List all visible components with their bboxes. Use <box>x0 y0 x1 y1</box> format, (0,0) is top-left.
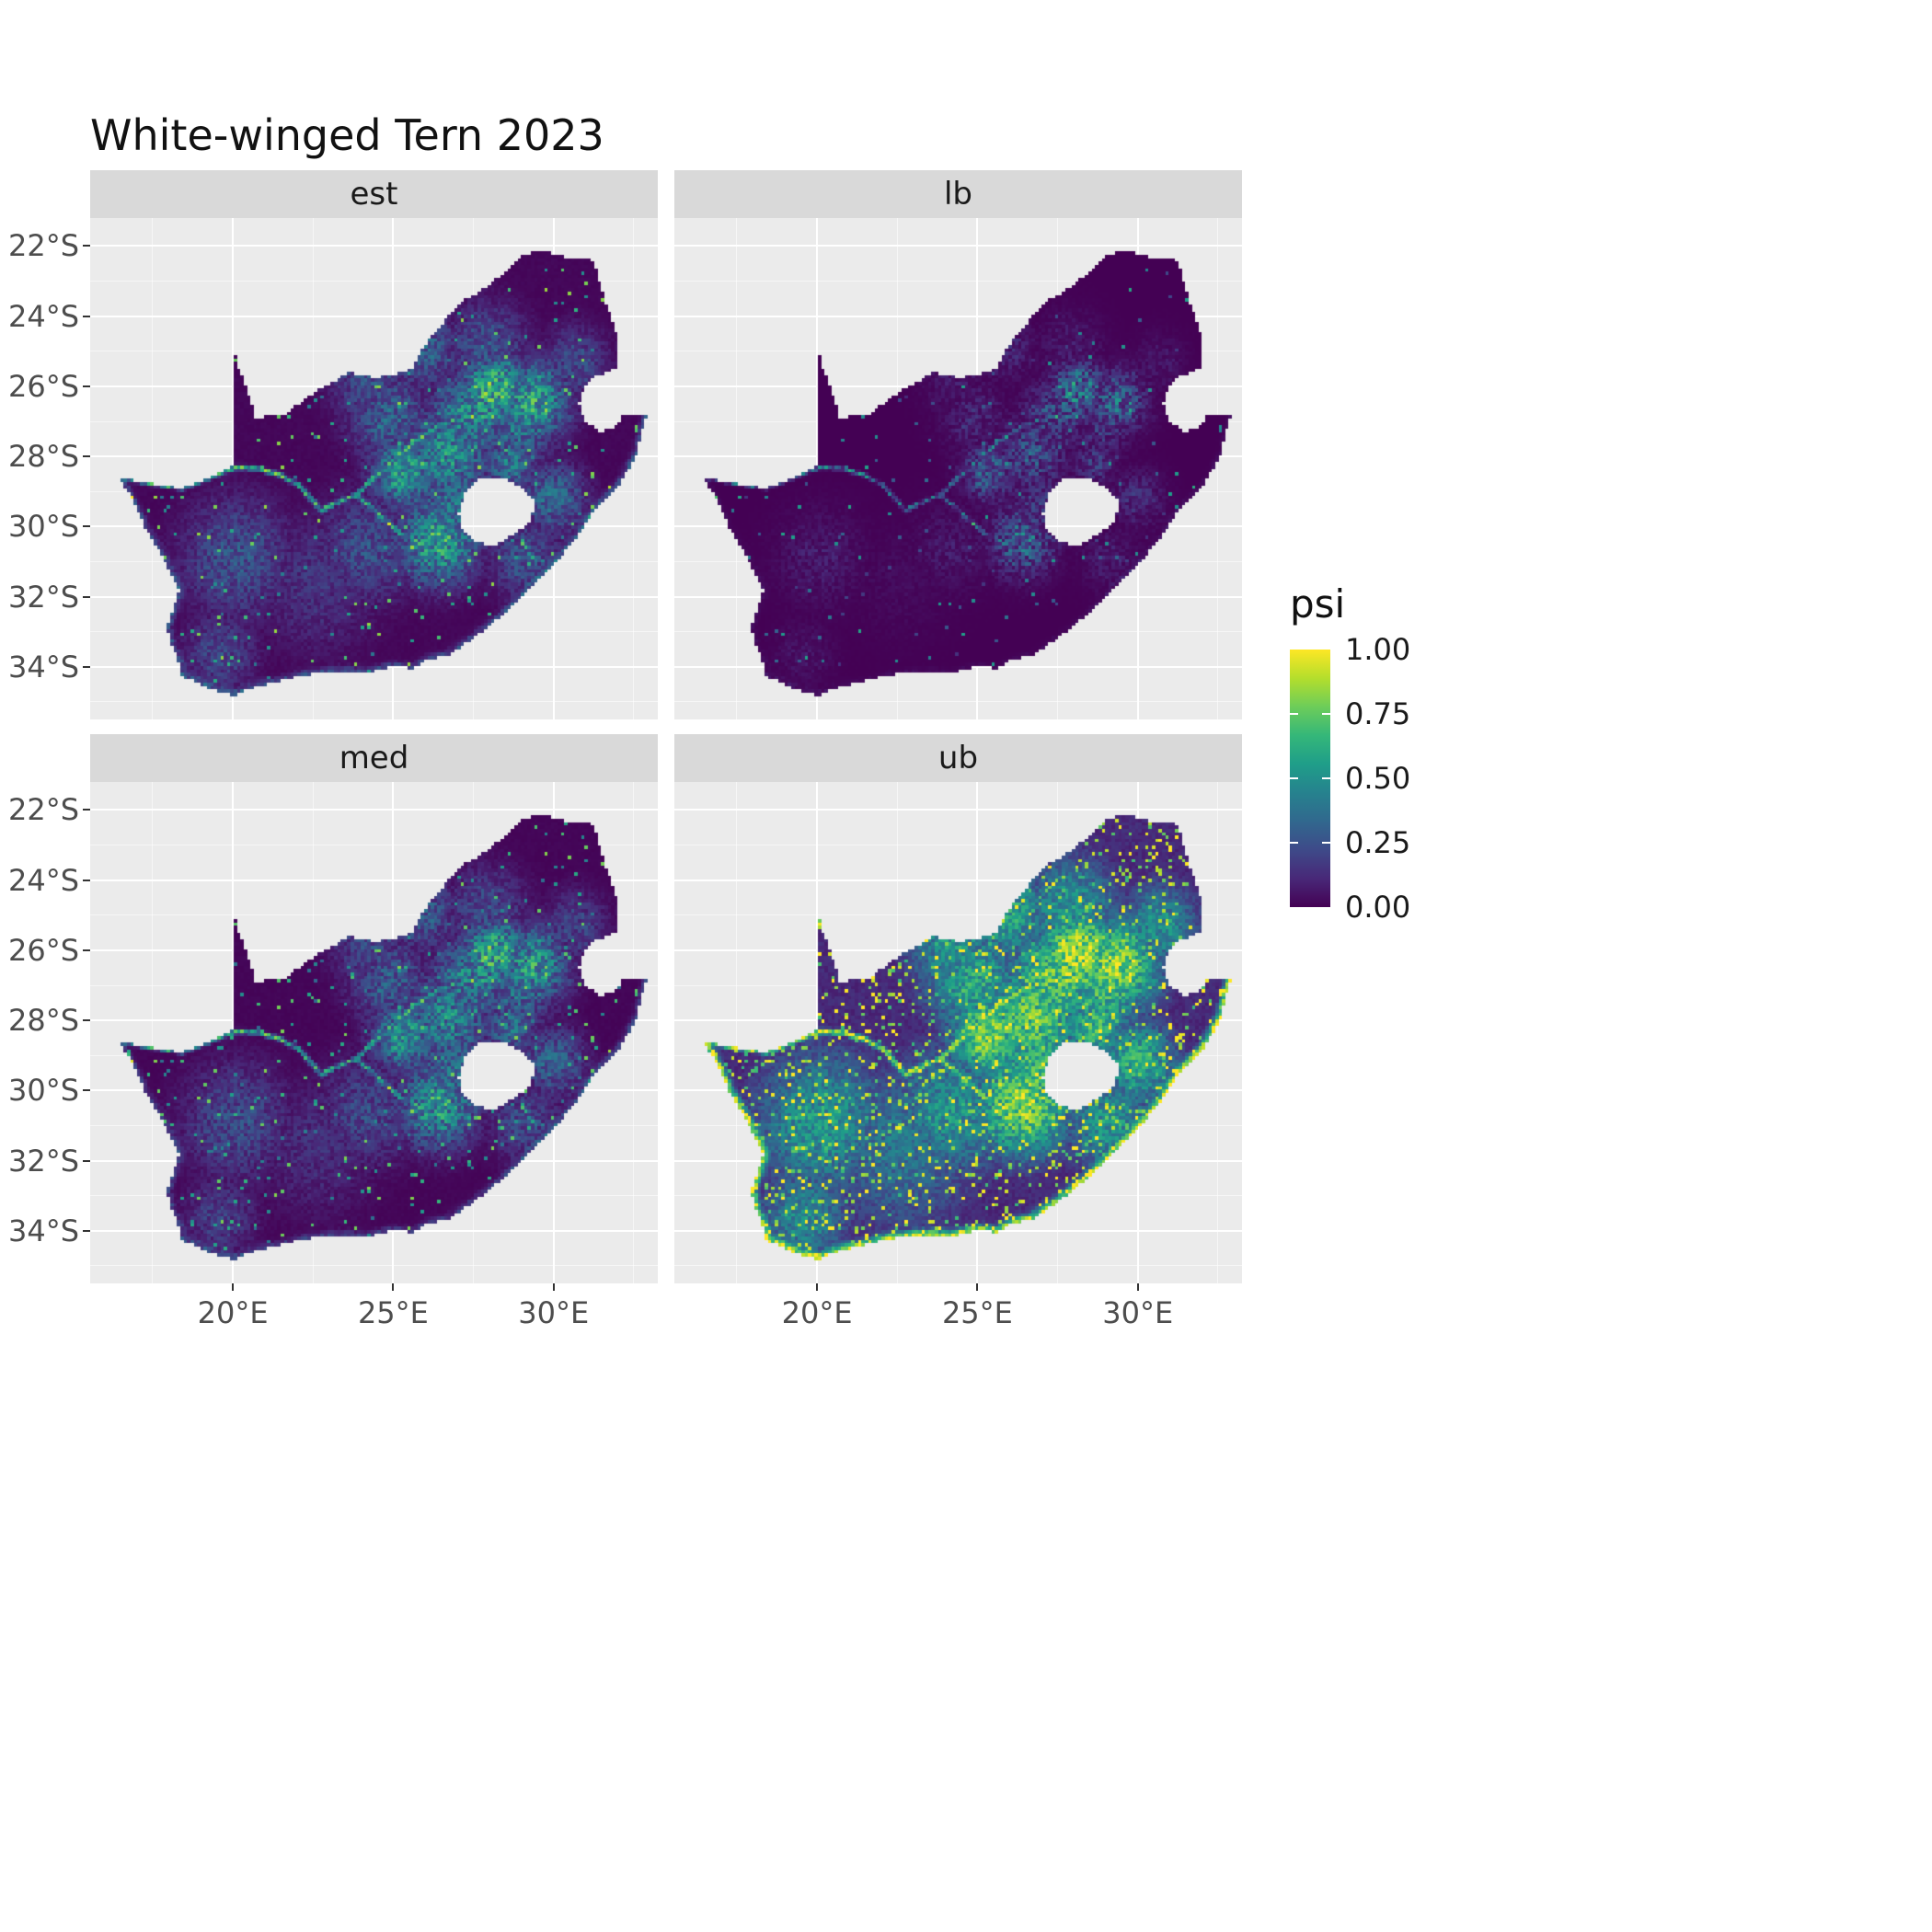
y-tick-mark <box>83 665 90 668</box>
y-tick-label: 26°S <box>7 368 79 404</box>
y-tick-mark <box>83 809 90 811</box>
facet-strip-label-ub: ub <box>937 740 979 776</box>
facet-strip-est: est <box>90 170 658 218</box>
y-tick-label: 30°S <box>7 509 79 545</box>
legend-label-1.00: 1.00 <box>1345 632 1411 667</box>
y-tick-label: 28°S <box>7 1003 79 1039</box>
map-canvas-med <box>90 782 658 1283</box>
y-tick-label: 30°S <box>7 1073 79 1109</box>
y-tick-mark <box>83 455 90 458</box>
legend-tick-mark <box>1322 713 1330 715</box>
y-tick-mark <box>83 1019 90 1022</box>
facet-panel-med <box>90 782 658 1283</box>
y-tick-mark <box>83 525 90 528</box>
legend-tick-mark <box>1290 842 1298 844</box>
y-tick-label: 28°S <box>7 439 79 475</box>
y-tick-mark <box>83 1089 90 1092</box>
legend-tick-mark <box>1290 713 1298 715</box>
y-tick-label: 24°S <box>7 298 79 334</box>
plot-title: White-winged Tern 2023 <box>90 110 604 160</box>
legend-label-0.25: 0.25 <box>1345 825 1411 860</box>
map-canvas-ub <box>674 782 1242 1283</box>
facet-strip-label-med: med <box>339 740 409 776</box>
x-tick-label: 20°E <box>197 1295 269 1330</box>
facet-panel-ub <box>674 782 1242 1283</box>
x-tick-label: 30°E <box>1102 1295 1174 1330</box>
y-tick-label: 34°S <box>7 1213 79 1248</box>
y-tick-mark <box>83 595 90 598</box>
facet-strip-label-est: est <box>350 176 398 213</box>
y-tick-label: 34°S <box>7 649 79 684</box>
y-tick-mark <box>83 245 90 247</box>
legend-label-0.50: 0.50 <box>1345 761 1411 796</box>
x-tick-label: 25°E <box>357 1295 429 1330</box>
x-tick-mark <box>816 1283 819 1291</box>
facet-strip-label-lb: lb <box>943 176 973 213</box>
y-tick-label: 24°S <box>7 862 79 898</box>
legend-label-0.75: 0.75 <box>1345 696 1411 731</box>
facet-panel-lb <box>674 218 1242 719</box>
y-tick-label: 22°S <box>7 792 79 828</box>
y-tick-mark <box>83 1229 90 1232</box>
map-canvas-lb <box>674 218 1242 719</box>
y-tick-mark <box>83 385 90 387</box>
legend-label-0.00: 0.00 <box>1345 890 1411 925</box>
facet-panel-est <box>90 218 658 719</box>
y-tick-mark <box>83 879 90 881</box>
y-tick-label: 32°S <box>7 1143 79 1179</box>
x-tick-mark <box>976 1283 979 1291</box>
legend-tick-mark <box>1322 842 1330 844</box>
x-tick-label: 20°E <box>781 1295 853 1330</box>
legend-title: psi <box>1290 581 1346 627</box>
legend-tick-mark <box>1290 777 1298 779</box>
y-tick-mark <box>83 315 90 317</box>
x-tick-mark <box>1136 1283 1139 1291</box>
x-tick-mark <box>552 1283 555 1291</box>
y-tick-mark <box>83 1159 90 1162</box>
legend-tick-mark <box>1322 777 1330 779</box>
facet-strip-med: med <box>90 734 658 782</box>
x-tick-label: 25°E <box>941 1295 1013 1330</box>
facet-strip-lb: lb <box>674 170 1242 218</box>
map-canvas-est <box>90 218 658 719</box>
y-tick-label: 32°S <box>7 579 79 615</box>
y-tick-label: 22°S <box>7 228 79 264</box>
y-tick-mark <box>83 949 90 951</box>
y-tick-label: 26°S <box>7 932 79 968</box>
facet-strip-ub: ub <box>674 734 1242 782</box>
x-tick-mark <box>392 1283 395 1291</box>
x-tick-mark <box>232 1283 235 1291</box>
x-tick-label: 30°E <box>518 1295 590 1330</box>
